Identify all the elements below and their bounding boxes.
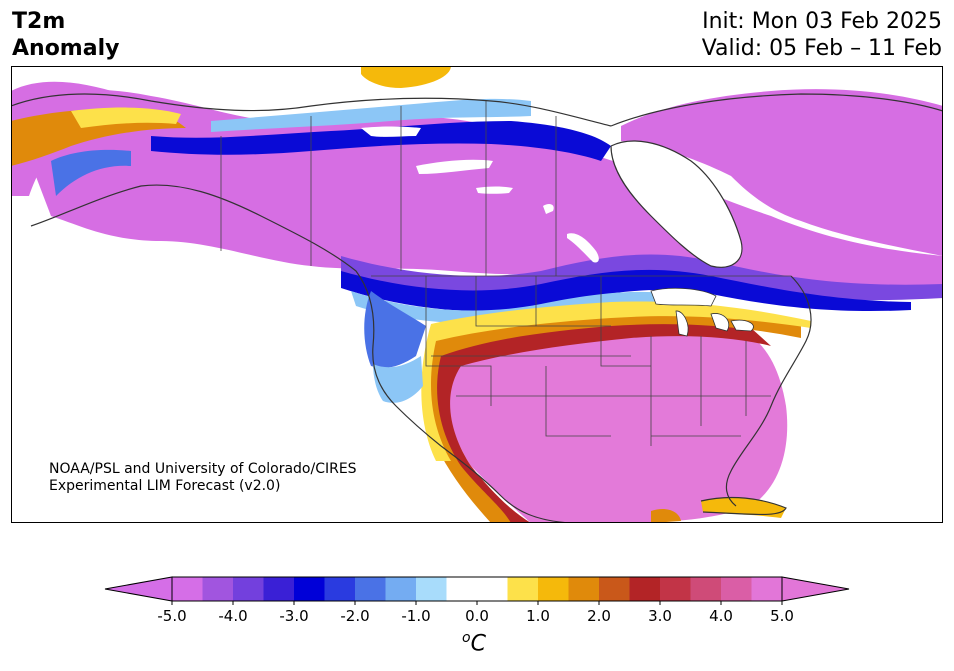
colorbar-tick-label: -3.0	[279, 607, 308, 625]
coastlines	[11, 93, 943, 523]
colorbar-cell	[233, 577, 264, 601]
colorbar-cell	[202, 577, 234, 601]
cold-anomaly-labrador	[621, 89, 943, 256]
colorbar-tick-label: -5.0	[157, 607, 186, 625]
colorbar-cell	[324, 577, 356, 601]
colorbar-cell	[721, 577, 752, 601]
cold-anomaly-west-coast	[364, 291, 426, 368]
colorbar-tick-label: -1.0	[401, 607, 430, 625]
lake-athabasca	[476, 186, 513, 194]
cold-band-arctic-blue	[151, 121, 611, 161]
warm-anomaly-north-arctic	[361, 66, 451, 88]
cold-band-arctic-light	[211, 98, 531, 132]
reindeer-lake	[543, 203, 554, 214]
colorbar-cell	[385, 577, 417, 601]
colorbar-arrow-low	[104, 576, 173, 602]
colorbar-cell	[599, 577, 630, 601]
great-slave-lake	[416, 159, 493, 174]
colorbar-tick-label: 5.0	[770, 607, 794, 625]
great-bear-lake	[361, 126, 421, 137]
colorbar-cell	[629, 577, 661, 601]
colorbar-tick-label: 4.0	[709, 607, 733, 625]
colorbar-tick-label: 0.0	[465, 607, 489, 625]
colorbar-tick-label: 1.0	[526, 607, 550, 625]
cold-band-light	[351, 291, 691, 324]
colorbar-cells	[172, 577, 783, 601]
colorbar-cell	[538, 577, 569, 601]
colorbar-cell	[568, 577, 600, 601]
colorbar-cell	[172, 577, 203, 601]
unit-degree: o	[462, 630, 471, 646]
map-title: T2m Anomaly	[12, 8, 119, 62]
warm-anomaly-yellow	[421, 301, 811, 461]
colorbar-ticks: -5.0 -4.0 -3.0 -2.0 -1.0 0.0 1.0 2.0 3.0 4.0 5.0	[157, 601, 794, 625]
colorbar-cell	[416, 577, 447, 601]
colorbar-cell	[355, 577, 386, 601]
unit-label: oC	[462, 630, 486, 656]
colorbar-cell	[477, 577, 508, 601]
warm-anomaly-alaska-light	[71, 107, 181, 128]
title-line-1: T2m	[12, 9, 66, 34]
cold-band-blue	[341, 269, 911, 312]
cold-band-purple	[341, 254, 943, 301]
anomaly-map	[11, 66, 943, 523]
colorbar-cell	[263, 577, 295, 601]
colorbar-tick-label: -4.0	[218, 607, 247, 625]
colorbar-cell	[690, 577, 722, 601]
colorbar-cell	[660, 577, 691, 601]
colorbar-cell	[507, 577, 539, 601]
lake-winnipeg	[567, 233, 599, 263]
map-frame	[11, 66, 943, 523]
colorbar-arrow-high	[781, 576, 850, 602]
colorbar-tick-label: 3.0	[648, 607, 672, 625]
colorbar-cell	[751, 577, 783, 601]
title-line-2: Anomaly	[12, 36, 120, 61]
colorbar-cell	[446, 577, 478, 601]
cold-west-coast	[51, 149, 131, 196]
colorbar-cell	[294, 577, 325, 601]
init-date: Init: Mon 03 Feb 2025	[702, 9, 942, 34]
colorbar-tick-label: 2.0	[587, 607, 611, 625]
valid-date: Valid: 05 Feb – 11 Feb	[701, 36, 942, 61]
forecast-dates: Init: Mon 03 Feb 2025 Valid: 05 Feb – 11…	[702, 8, 942, 62]
colorbar: -5.0 -4.0 -3.0 -2.0 -1.0 0.0 1.0 2.0 3.0 4.0 5.0	[104, 576, 850, 625]
colorbar-tick-label: -2.0	[340, 607, 369, 625]
state-province-borders	[220, 101, 791, 446]
great-lakes	[650, 287, 754, 337]
warm-anomaly-yucatan	[651, 509, 681, 523]
credit-line-2: Experimental LIM Forecast (v2.0)	[49, 478, 281, 494]
warm-anomaly-alaska-coast	[11, 109, 186, 166]
hudson-bay	[611, 141, 742, 268]
cold-anomaly-west-light	[373, 356, 423, 403]
unit-letter: C	[470, 631, 486, 657]
data-credit: NOAA/PSL and University of Colorado/CIRE…	[49, 461, 357, 495]
credit-line-1: NOAA/PSL and University of Colorado/CIRE…	[49, 461, 357, 477]
